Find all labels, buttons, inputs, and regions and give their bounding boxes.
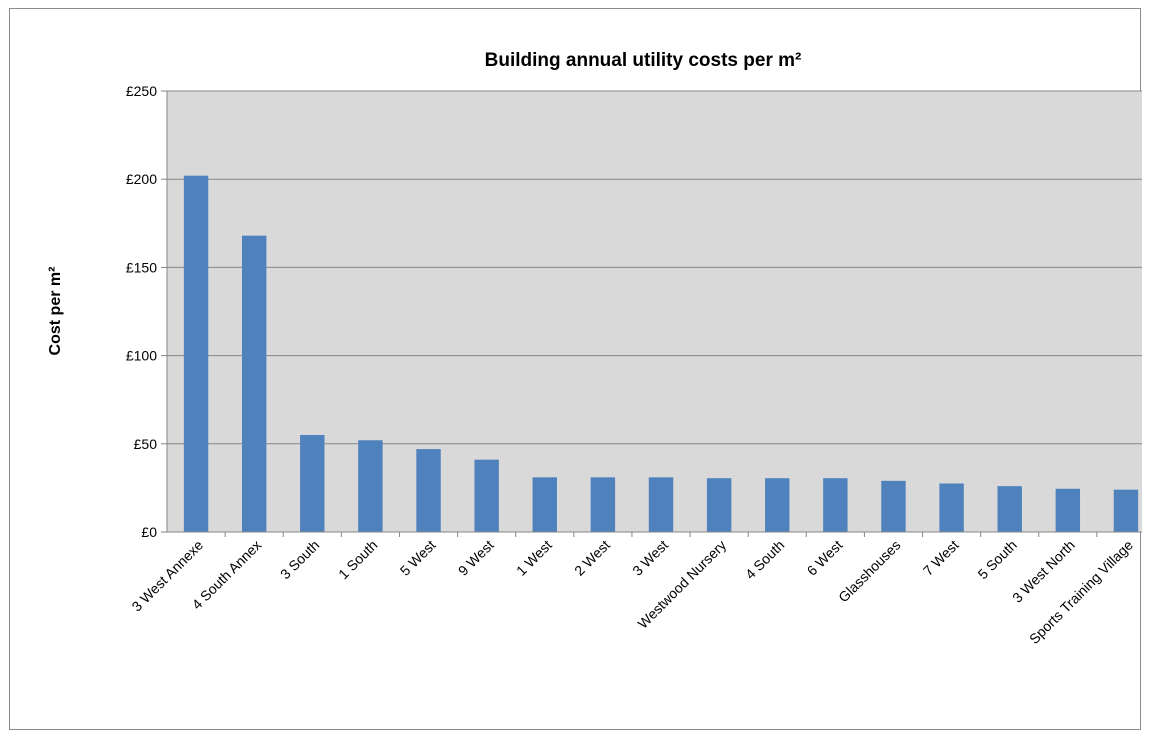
x-tick-label: 5 South <box>974 537 1019 582</box>
x-tick-label: 2 West <box>571 537 613 579</box>
chart-title: Building annual utility costs per m² <box>485 50 802 71</box>
y-tick-label: £250 <box>126 83 157 99</box>
y-tick-label: £50 <box>134 436 158 452</box>
x-tick-label: 1 West <box>513 537 555 579</box>
bar <box>997 486 1022 532</box>
x-tick-label: 5 West <box>397 537 439 579</box>
bar <box>765 478 790 532</box>
bar <box>706 478 732 532</box>
y-axis-label: Cost per m² <box>47 267 64 356</box>
x-tick-label: 1 South <box>335 537 380 582</box>
bar <box>474 459 499 532</box>
bar <box>300 434 325 532</box>
bar <box>1113 489 1139 532</box>
x-tick-label: 6 West <box>804 537 846 579</box>
gridlines <box>167 90 1142 445</box>
bar <box>590 477 616 532</box>
plot-area <box>167 91 1142 532</box>
bar <box>648 477 674 532</box>
y-tick-label: £150 <box>126 259 157 275</box>
x-tick-label: Sports Training Village <box>1026 537 1136 647</box>
x-tick-label: 3 South <box>277 537 322 582</box>
x-tick-label: 7 West <box>920 537 962 579</box>
x-tick-label: 9 West <box>455 537 497 579</box>
y-tick-labels: £0 £50 £100 £150 £200 £250 <box>126 83 167 540</box>
bar <box>939 483 964 532</box>
bar <box>532 477 557 532</box>
y-tick-label: £100 <box>126 348 157 364</box>
y-tick-label: £200 <box>126 171 157 187</box>
bars <box>183 175 1139 532</box>
y-tick-label: £0 <box>141 524 157 540</box>
bar <box>358 440 383 532</box>
bar <box>241 235 267 532</box>
bar <box>416 449 441 532</box>
bar <box>823 478 848 532</box>
x-tick-label: 4 South <box>742 537 787 582</box>
chart-frame: £0 £50 £100 £150 £200 £250 3 West Annexe 4 Sou… <box>9 8 1142 730</box>
x-tick-label: 3 West <box>629 537 671 579</box>
bar <box>881 480 906 532</box>
x-tick-label: Glasshouses <box>835 537 904 606</box>
bar <box>1055 488 1081 532</box>
bar <box>183 175 209 532</box>
